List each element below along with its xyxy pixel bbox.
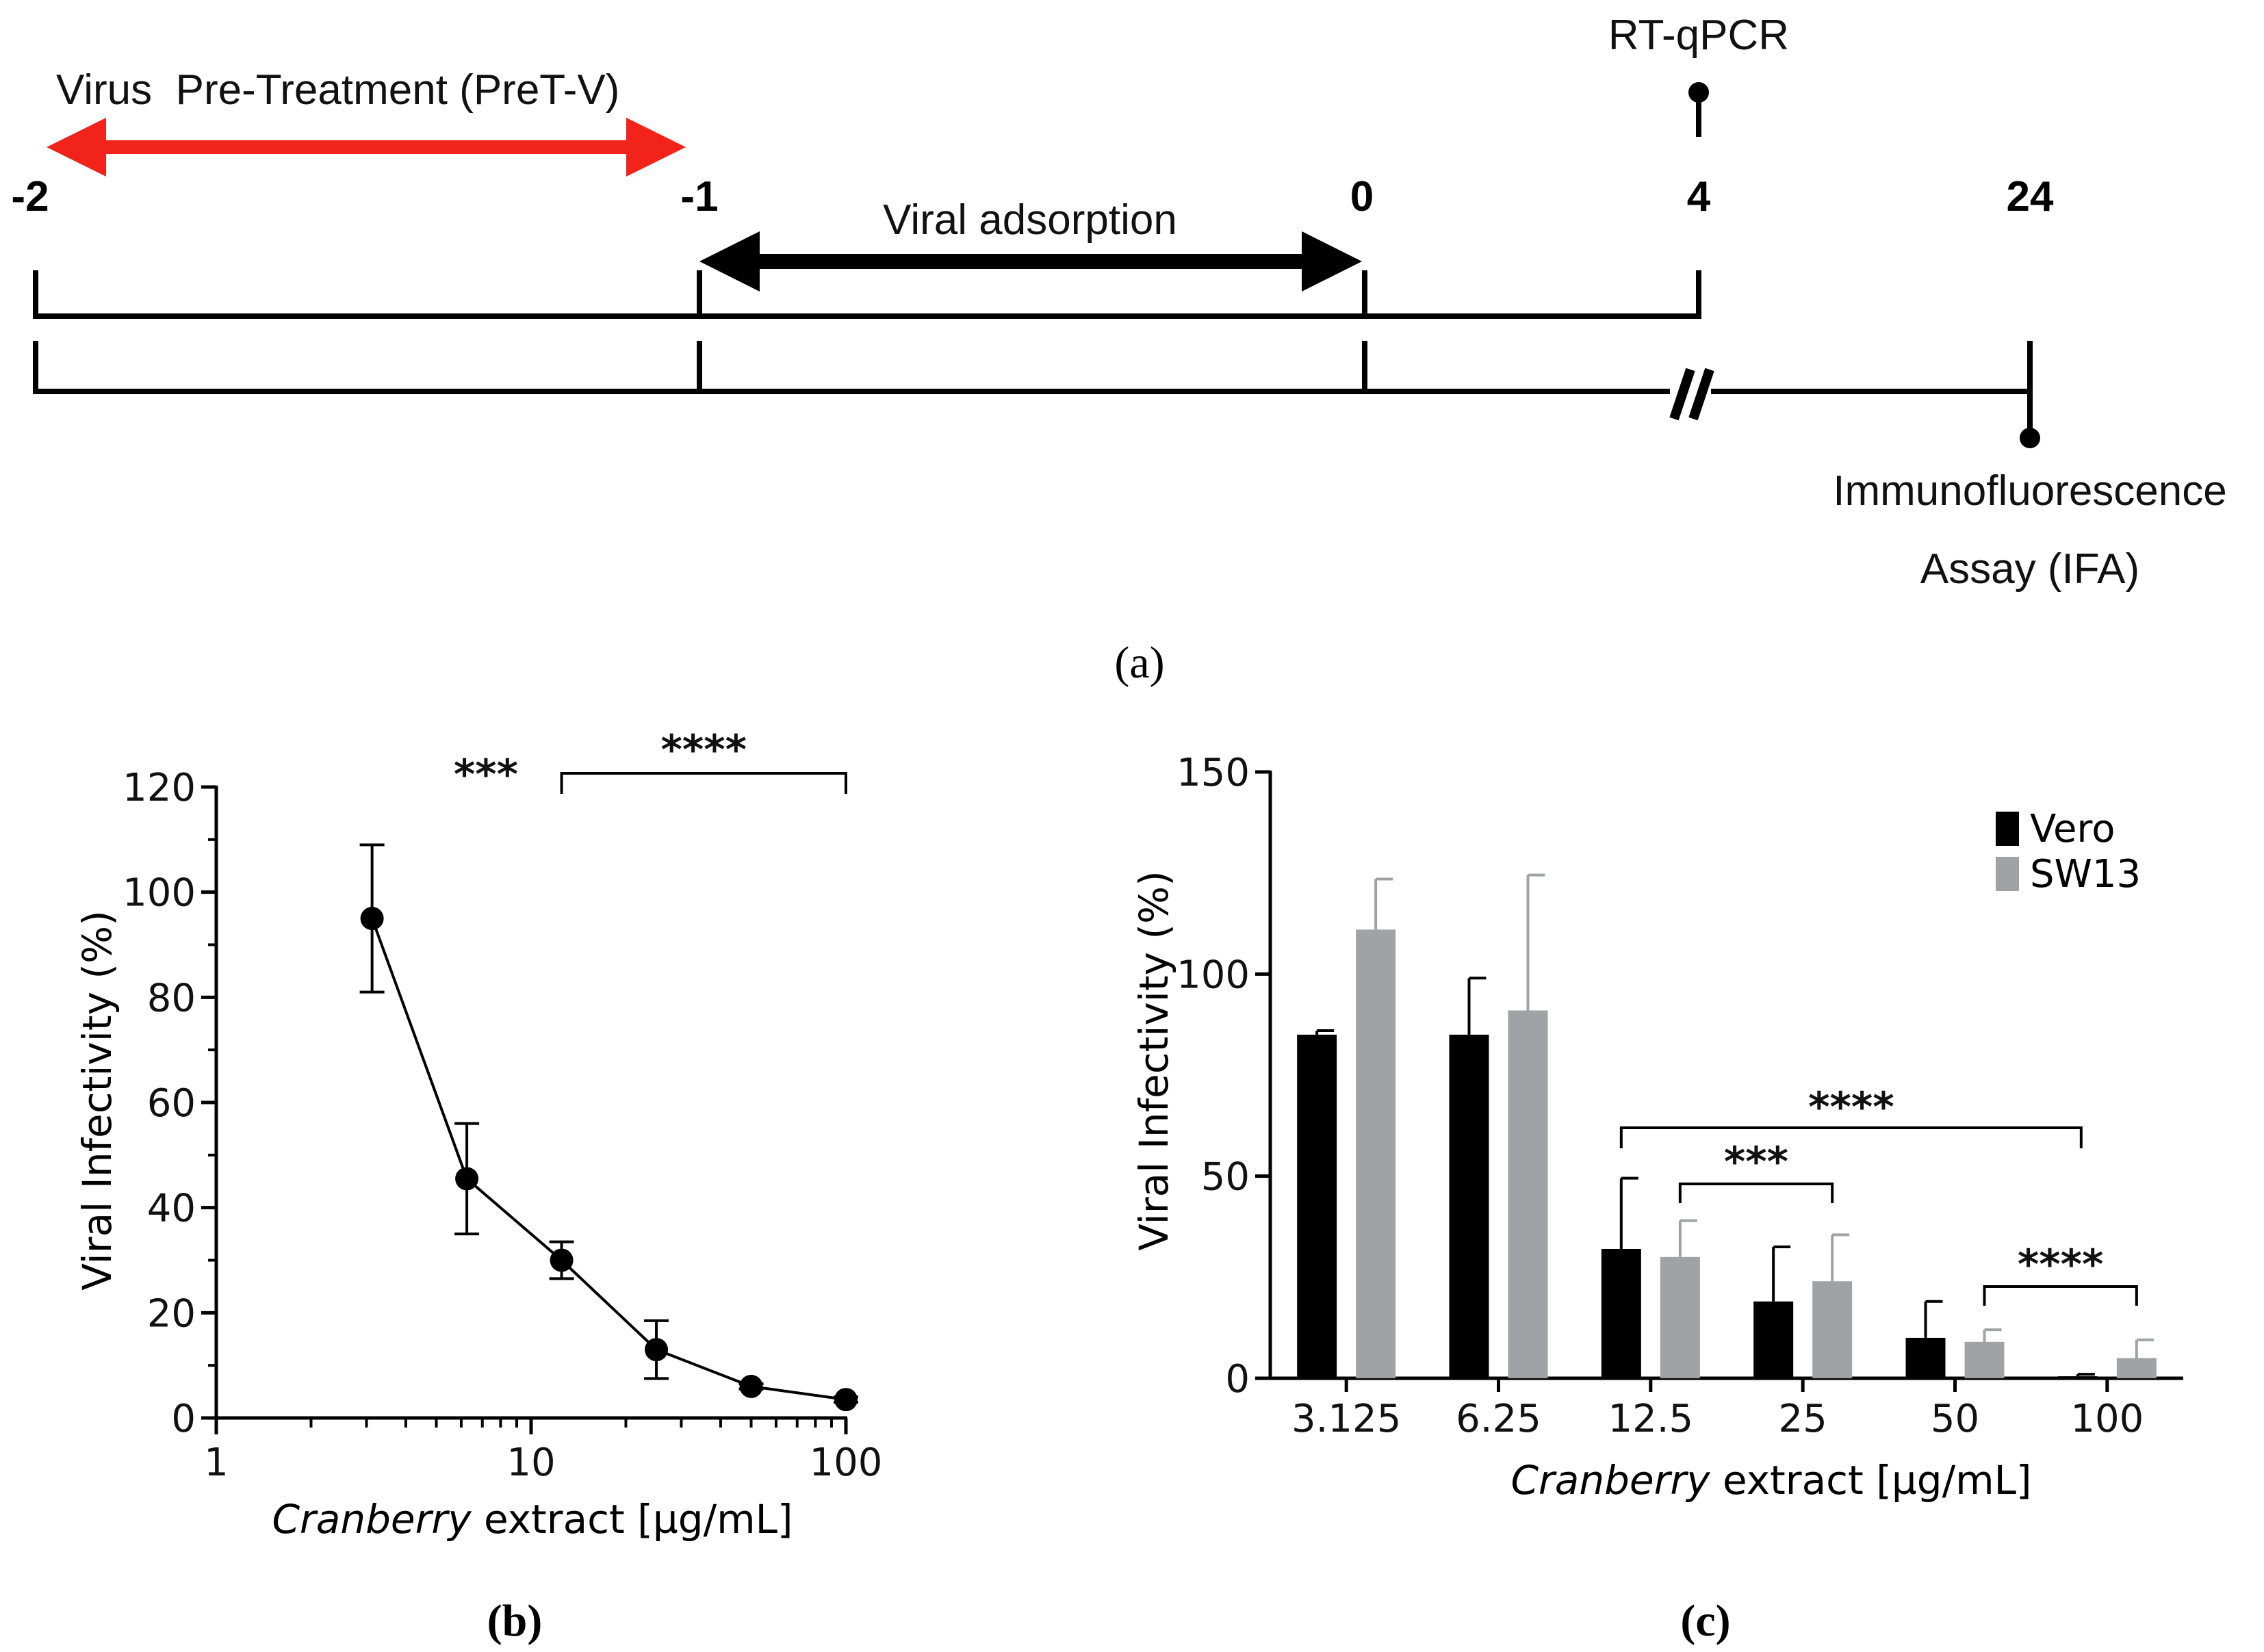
time-point-label: 4 xyxy=(1687,173,1711,220)
time-point-label: -2 xyxy=(11,173,49,220)
y-tick-label: 40 xyxy=(147,1187,196,1231)
x-tick-label: 1 xyxy=(204,1441,229,1485)
y-tick-label: 80 xyxy=(147,976,196,1020)
y-axis-label: Viral Infectivity (%) xyxy=(1131,870,1177,1250)
y-tick-label: 60 xyxy=(147,1081,196,1126)
significance-bracket xyxy=(1619,1126,2083,1148)
data-point xyxy=(455,1167,479,1191)
y-tick-label: 0 xyxy=(171,1397,196,1441)
bar-sw13 xyxy=(1812,1281,1853,1378)
data-point xyxy=(739,1374,763,1398)
lower-timeline xyxy=(33,341,2033,438)
significance-bracket xyxy=(1983,1285,2138,1306)
x-axis-label-rest: extract [µg/mL] xyxy=(472,1496,793,1543)
data-point xyxy=(645,1338,669,1362)
ifa-label-line1: Immunofluorescence xyxy=(1833,467,2227,515)
panel-b-caption: (b) xyxy=(487,1596,543,1646)
bar-sw13 xyxy=(1660,1256,1700,1378)
legend: Vero SW13 xyxy=(1996,807,2141,896)
x-tick-label: 100 xyxy=(810,1441,883,1485)
rtqpcr-label: RT-qPCR xyxy=(1608,12,1789,59)
significance-label: *** xyxy=(454,751,518,799)
legend-label-vero: Vero xyxy=(2030,807,2115,851)
y-tick-label: 50 xyxy=(1201,1155,1250,1200)
bar-vero xyxy=(1601,1248,1641,1378)
adsorption-arrow xyxy=(699,231,1362,292)
data-point xyxy=(360,907,384,931)
data-point xyxy=(550,1248,574,1272)
rtqpcr-pin xyxy=(1688,82,1709,137)
series-line xyxy=(370,918,847,1402)
panel-a-timeline: Virus Pre-Treatment (PreT-V) Viral adsor… xyxy=(11,12,2226,688)
y-tick-label: 120 xyxy=(123,766,196,810)
ifa-pin xyxy=(2020,428,2040,448)
ifa-label-line2: Assay (IFA) xyxy=(1920,545,2139,593)
upper-timeline xyxy=(33,270,1701,319)
x-tick-label: 3.125 xyxy=(1291,1397,1401,1441)
y-tick-label: 0 xyxy=(1225,1357,1250,1402)
bar-vero xyxy=(1905,1337,1946,1378)
significance-bracket xyxy=(560,772,847,794)
significance-label: *** xyxy=(1724,1138,1788,1186)
y-axis-label: Viral Infectivity (%) xyxy=(74,910,120,1290)
bar-sw13 xyxy=(2116,1358,2157,1378)
pretreatment-arrow xyxy=(47,118,686,177)
bar-vero xyxy=(2057,1376,2098,1378)
significance-bracket xyxy=(1678,1183,1834,1203)
time-point-label: 24 xyxy=(2007,173,2054,220)
axis-break-icon xyxy=(1669,367,1714,421)
x-tick-label: 6.25 xyxy=(1456,1397,1541,1441)
legend-label-sw13: SW13 xyxy=(2030,852,2141,896)
x-tick-label: 12.5 xyxy=(1608,1397,1693,1441)
x-tick-label: 50 xyxy=(1931,1397,1979,1441)
data-point xyxy=(834,1388,858,1412)
bar-sw13 xyxy=(1356,929,1396,1378)
x-axis-label-italic: Cranberry xyxy=(272,1496,472,1543)
x-axis-label: Cranberry extract [µg/mL] xyxy=(272,1496,793,1543)
x-tick-label: 100 xyxy=(2070,1397,2144,1441)
x-tick-label: 25 xyxy=(1779,1397,1827,1441)
y-tick-label: 100 xyxy=(1176,953,1250,997)
y-tick-label: 150 xyxy=(1176,751,1250,795)
panel-c-caption: (c) xyxy=(1680,1596,1730,1646)
pretreatment-label: Virus Pre-Treatment (PreT-V) xyxy=(56,66,619,114)
time-point-label: -1 xyxy=(680,173,718,220)
bar-sw13 xyxy=(1964,1341,2005,1378)
x-tick-label: 10 xyxy=(506,1441,555,1485)
x-axis-label-italic: Cranberry xyxy=(1510,1457,1710,1503)
bar-sw13 xyxy=(1508,1010,1548,1378)
y-tick-label: 100 xyxy=(123,871,196,916)
significance-label: **** xyxy=(661,726,747,774)
significance-label: **** xyxy=(2018,1241,2104,1289)
bar-vero xyxy=(1449,1034,1489,1378)
x-axis-label-rest: extract [µg/mL] xyxy=(1710,1457,2032,1503)
panel-a-caption: (a) xyxy=(1114,638,1164,688)
adsorption-label: Viral adsorption xyxy=(883,196,1177,244)
x-axis-label: Cranberry extract [µg/mL] xyxy=(1510,1457,2031,1503)
time-point-label: 0 xyxy=(1350,173,1374,220)
bar-vero xyxy=(1753,1301,1794,1378)
bar-vero xyxy=(1297,1034,1337,1378)
legend-swatch-vero xyxy=(1996,812,2019,846)
legend-swatch-sw13 xyxy=(1996,857,2019,891)
significance-label: **** xyxy=(1808,1083,1894,1131)
y-tick-label: 20 xyxy=(147,1291,196,1336)
